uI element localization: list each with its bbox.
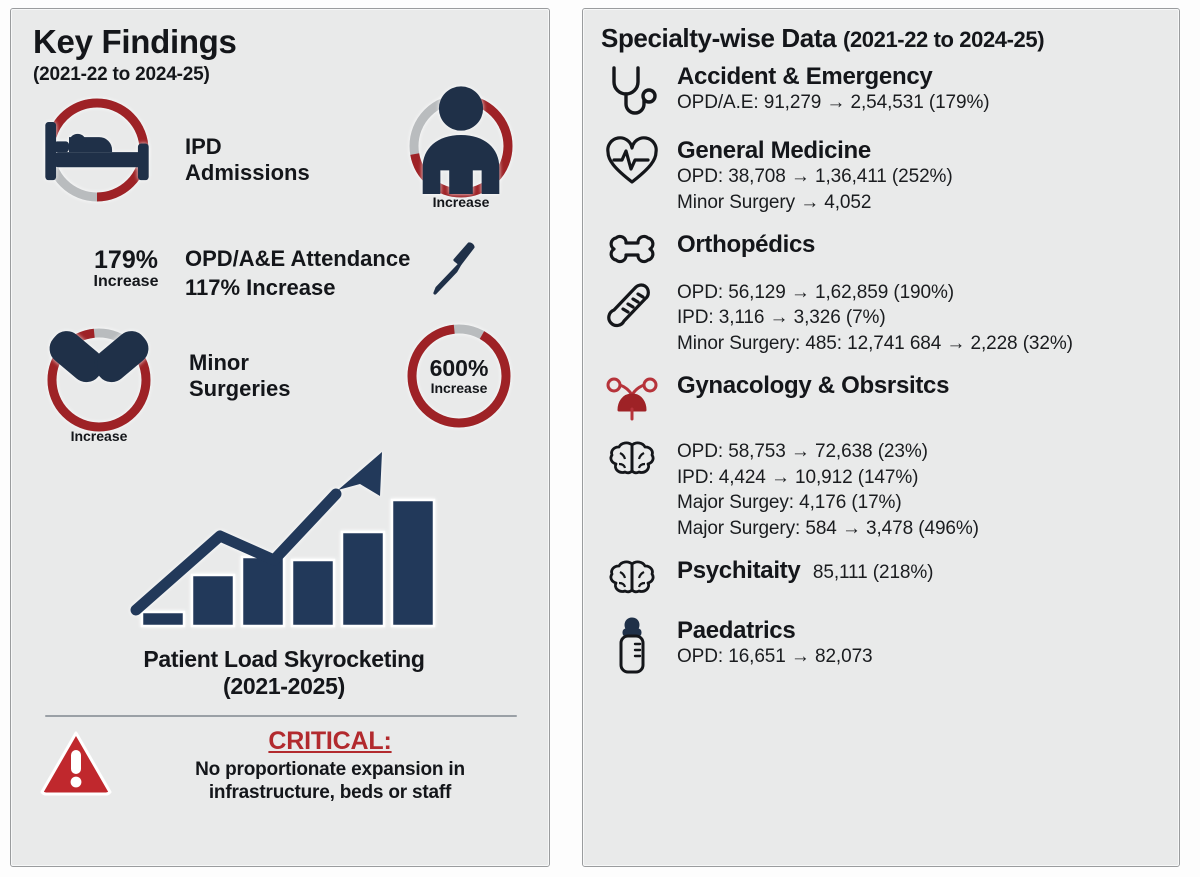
patient-person-icon <box>405 82 517 195</box>
hospital-bed-icon <box>41 94 153 206</box>
specialty-row-orthopedics: Orthopédics <box>601 230 1167 264</box>
specialty-data-panel: Specialty-wise Data (2021-22 to 2024-25) <box>582 8 1180 867</box>
specialty-stat: IPD: 4,424 → 10,912 (147%) <box>677 466 919 488</box>
key-findings-title: Key Findings <box>33 23 237 60</box>
stethoscope-icon <box>601 62 663 122</box>
specialty-stat: OPD: 16,651 → 82,073 <box>677 645 873 667</box>
specialty-stat: OPD: 58,753 → 72,638 (23%) <box>677 440 928 462</box>
brain-icon <box>601 556 663 602</box>
specialty-row-gynacology-data: OPD: 58,753 → 72,638 (23%) IPD: 4,424 → … <box>601 437 1167 542</box>
specialty-name: Accident & Emergency <box>677 63 933 90</box>
critical-heading: CRITICAL: <box>268 726 392 755</box>
donut-metrics-area: Increase <box>33 86 535 452</box>
specialty-stat: 85,111 (218%) <box>812 561 934 583</box>
critical-line-1: No proportionate expansion in <box>195 758 465 780</box>
thermometer-icon <box>601 278 663 334</box>
specialty-stat: Major Surgey: 4,176 (17%) <box>677 492 902 514</box>
minor-surgeries-label: Minor Surgeries <box>189 349 291 402</box>
specialty-row-accident-emergency: Accident & Emergency OPD/A.E: 91,279 → 2… <box>601 62 1167 122</box>
ipd-admissions-label: IPD Admissions <box>185 133 310 186</box>
donut-minor-surgeries: Increase <box>43 324 155 443</box>
specialty-stat: Minor Surgery: 485: 12,741 684 → 2,228 (… <box>677 333 1073 355</box>
critical-line-2: infrastructure, beds or staff <box>208 782 452 804</box>
critical-text-block: CRITICAL: No proportionate expansion in … <box>125 727 535 805</box>
specialty-stat: IPD: 3,116 → 3,326 (7%) <box>677 307 886 329</box>
donut-600-value: 600% <box>429 354 489 381</box>
specialty-row-psychiatry: Psychitaity 85,111 (218%) <box>601 556 1167 602</box>
key-findings-panel: Key Findings (2021-22 to 2024-25) <box>10 8 550 867</box>
specialty-row-orthopedics-data: OPD: 56,129 → 1,62,859 (190%) IPD: 3,116… <box>601 278 1167 357</box>
donut-600-label: Increase <box>430 379 488 396</box>
specialty-name: General Medicine <box>677 137 871 164</box>
stat-179-value: 179% <box>94 245 158 274</box>
critical-warning: CRITICAL: No proportionate expansion in … <box>33 727 535 805</box>
stat-179-increase: 179% Increase <box>71 245 181 291</box>
specialty-stat: OPD/A.E: 91,279 → 2,54,531 (179%) <box>677 92 990 114</box>
specialty-name: Paedatrics <box>677 616 796 644</box>
heart-pulse-icon <box>601 136 663 188</box>
specialty-list: Accident & Emergency OPD/A.E: 91,279 → 2… <box>601 62 1167 676</box>
specialty-stat: OPD: 38,708 → 1,36,411 (252%) <box>677 166 953 188</box>
donut-minor-label: Increase <box>70 428 128 445</box>
patient-load-chart: Patient Load Skyrocketing (2021-2025) <box>33 444 535 701</box>
donut-ipd-admissions <box>41 94 153 206</box>
specialty-name: Psychitaity <box>677 556 801 584</box>
specialty-stat: Major Surgery: 584 → 3,478 (496%) <box>677 517 979 539</box>
brain-icon <box>601 437 663 483</box>
bar-chart-graphic <box>130 451 436 627</box>
specialty-title-range: (2021-22 to 2024-25) <box>843 27 1045 52</box>
specialty-stat: Minor Surgery → 4,052 <box>677 192 872 214</box>
donut-opd-attendance: Increase <box>405 86 517 209</box>
bandage-icon <box>43 316 155 428</box>
uterus-icon <box>601 371 663 423</box>
specialty-panel-title: Specialty-wise Data (2021-22 to 2024-25) <box>601 23 1045 53</box>
specialty-name: Orthopédics <box>677 230 816 258</box>
bone-icon <box>601 230 663 264</box>
donut-600-increase: 600% Increase <box>403 320 515 432</box>
key-findings-subtitle: (2021-22 to 2024-25) <box>33 63 210 85</box>
warning-triangle-icon <box>39 729 113 802</box>
specialty-row-paediatrics: Paedatrics OPD: 16,651 → 82,073 <box>601 616 1167 676</box>
specialty-row-general-medicine: General Medicine OPD: 38,708 → 1,36,411 … <box>601 136 1167 216</box>
stat-179-label: Increase <box>93 272 159 290</box>
opd-attendance-label: OPD/A&E Attendance 117% Increase <box>185 245 411 300</box>
section-divider <box>45 714 517 717</box>
specialty-row-gynacology: Gynacology & Obsrsitcs <box>601 371 1167 423</box>
donut-opd-label: Increase <box>432 194 490 211</box>
scalpel-icon <box>423 238 485 305</box>
baby-bottle-icon <box>601 616 663 676</box>
patient-load-caption: Patient Load Skyrocketing (2021-2025) <box>143 645 425 700</box>
specialty-name: Gynacology & Obsrsitcs <box>677 371 950 399</box>
specialty-stat: OPD: 56,129 → 1,62,859 (190%) <box>677 281 954 303</box>
